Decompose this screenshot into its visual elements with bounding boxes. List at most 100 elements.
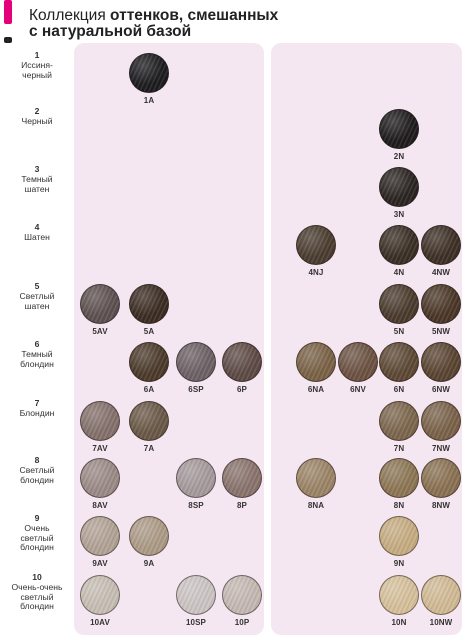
color-swatch-6nv xyxy=(338,342,378,382)
swatch-texture xyxy=(297,226,335,264)
color-swatch-1a xyxy=(129,53,169,93)
level-label-2: 2 Черный xyxy=(0,106,74,127)
color-swatch-3n xyxy=(379,167,419,207)
swatch-code-label: 5N xyxy=(393,327,405,336)
swatch-texture xyxy=(177,343,215,381)
color-swatch-5nw xyxy=(421,284,461,324)
swatch-texture xyxy=(130,517,168,555)
swatch-code-label: 2N xyxy=(393,152,405,161)
level-name-line: светлый xyxy=(20,591,54,602)
color-swatch-7a xyxy=(129,401,169,441)
swatch-texture xyxy=(380,517,418,555)
color-swatch-6p xyxy=(222,342,262,382)
swatch-code-label: 10P xyxy=(234,618,250,627)
level-number: 3 xyxy=(34,164,40,174)
swatch-texture xyxy=(380,285,418,323)
swatch-texture xyxy=(81,517,119,555)
color-swatch-6na xyxy=(296,342,336,382)
swatch-code-label: 8N xyxy=(393,501,405,510)
swatch-code-label: 8NA xyxy=(307,501,325,510)
swatch-code-label: 9AV xyxy=(92,559,108,568)
swatch-code-label: 10AV xyxy=(90,618,110,627)
level-number: 7 xyxy=(34,398,40,408)
swatch-texture xyxy=(422,576,460,614)
level-number: 1 xyxy=(34,50,40,60)
swatch-texture xyxy=(422,285,460,323)
color-swatch-7nw xyxy=(421,401,461,441)
color-swatch-10sp xyxy=(176,575,216,615)
swatch-texture xyxy=(81,459,119,497)
swatch-texture xyxy=(422,402,460,440)
level-name-line: блондин xyxy=(20,601,54,612)
level-name-line: Черный xyxy=(21,115,53,126)
level-number: 4 xyxy=(34,222,40,232)
swatch-code-label: 3N xyxy=(393,210,405,219)
swatch-texture xyxy=(380,459,418,497)
color-swatch-9n xyxy=(379,516,419,556)
swatch-texture xyxy=(177,459,215,497)
swatch-texture xyxy=(422,459,460,497)
level-label-5: 5 Светлый шатен xyxy=(0,281,74,311)
level-number: 9 xyxy=(34,513,40,523)
swatch-code-label: 8NW xyxy=(431,501,451,510)
swatch-code-label: 10NW xyxy=(429,618,453,627)
swatch-texture xyxy=(223,576,261,614)
swatch-code-label: 7AV xyxy=(92,444,108,453)
swatch-code-label: 4N xyxy=(393,268,405,277)
color-swatch-5a xyxy=(129,284,169,324)
title-bold-line-2: с натуральной базой xyxy=(29,23,192,40)
swatch-panel-right xyxy=(271,43,462,635)
swatch-texture xyxy=(130,343,168,381)
swatch-code-label: 6A xyxy=(143,385,155,394)
swatch-code-label: 10N xyxy=(391,618,407,627)
swatch-code-label: 6NA xyxy=(307,385,325,394)
swatch-code-label: 6P xyxy=(237,385,247,394)
level-label-7: 7 Блондин xyxy=(0,398,74,419)
swatch-code-label: 7NW xyxy=(431,444,451,453)
swatch-texture xyxy=(422,226,460,264)
swatch-code-label: 5A xyxy=(143,327,155,336)
color-swatch-10p xyxy=(222,575,262,615)
swatch-code-label: 9N xyxy=(393,559,405,568)
level-number: 10 xyxy=(32,572,42,582)
swatch-texture xyxy=(223,343,261,381)
level-name-line: шатен xyxy=(24,300,50,311)
color-swatch-5av xyxy=(80,284,120,324)
color-swatch-7n xyxy=(379,401,419,441)
level-label-1: 1 Иссиня-черный xyxy=(0,50,74,80)
color-swatch-7av xyxy=(80,401,120,441)
color-swatch-5n xyxy=(379,284,419,324)
color-swatch-10n xyxy=(379,575,419,615)
level-number: 6 xyxy=(34,339,40,349)
swatch-code-label: 6NW xyxy=(431,385,451,394)
swatch-code-label: 5NW xyxy=(431,327,451,336)
swatch-texture xyxy=(81,576,119,614)
level-name-line: Светлый xyxy=(19,464,55,475)
color-swatch-8av xyxy=(80,458,120,498)
swatch-code-label: 6N xyxy=(393,385,405,394)
swatch-code-label: 8SP xyxy=(188,501,204,510)
level-name-line: Светлый xyxy=(19,290,55,301)
level-number: 5 xyxy=(34,281,40,291)
swatch-code-label: 7A xyxy=(143,444,155,453)
swatch-code-label: 10SP xyxy=(186,618,206,627)
color-swatch-6sp xyxy=(176,342,216,382)
color-swatch-10nw xyxy=(421,575,461,615)
level-label-4: 4 Шатен xyxy=(0,222,74,243)
color-swatch-4n xyxy=(379,225,419,265)
level-name-line: Темный xyxy=(21,173,53,184)
level-label-3: 3 Темный шатен xyxy=(0,164,74,194)
color-swatch-10av xyxy=(80,575,120,615)
swatch-texture xyxy=(380,226,418,264)
color-swatch-9av xyxy=(80,516,120,556)
swatch-code-label: 1A xyxy=(143,96,155,105)
swatch-texture xyxy=(177,576,215,614)
swatch-texture xyxy=(297,343,335,381)
color-swatch-8nw xyxy=(421,458,461,498)
level-label-9: 9 Очень светлый блондин xyxy=(0,513,74,553)
swatch-texture xyxy=(380,110,418,148)
level-label-10: 10 Очень-очень светлый блондин xyxy=(0,572,74,612)
swatch-code-label: 9A xyxy=(143,559,155,568)
swatch-texture xyxy=(380,576,418,614)
level-name-line: шатен xyxy=(24,183,50,194)
